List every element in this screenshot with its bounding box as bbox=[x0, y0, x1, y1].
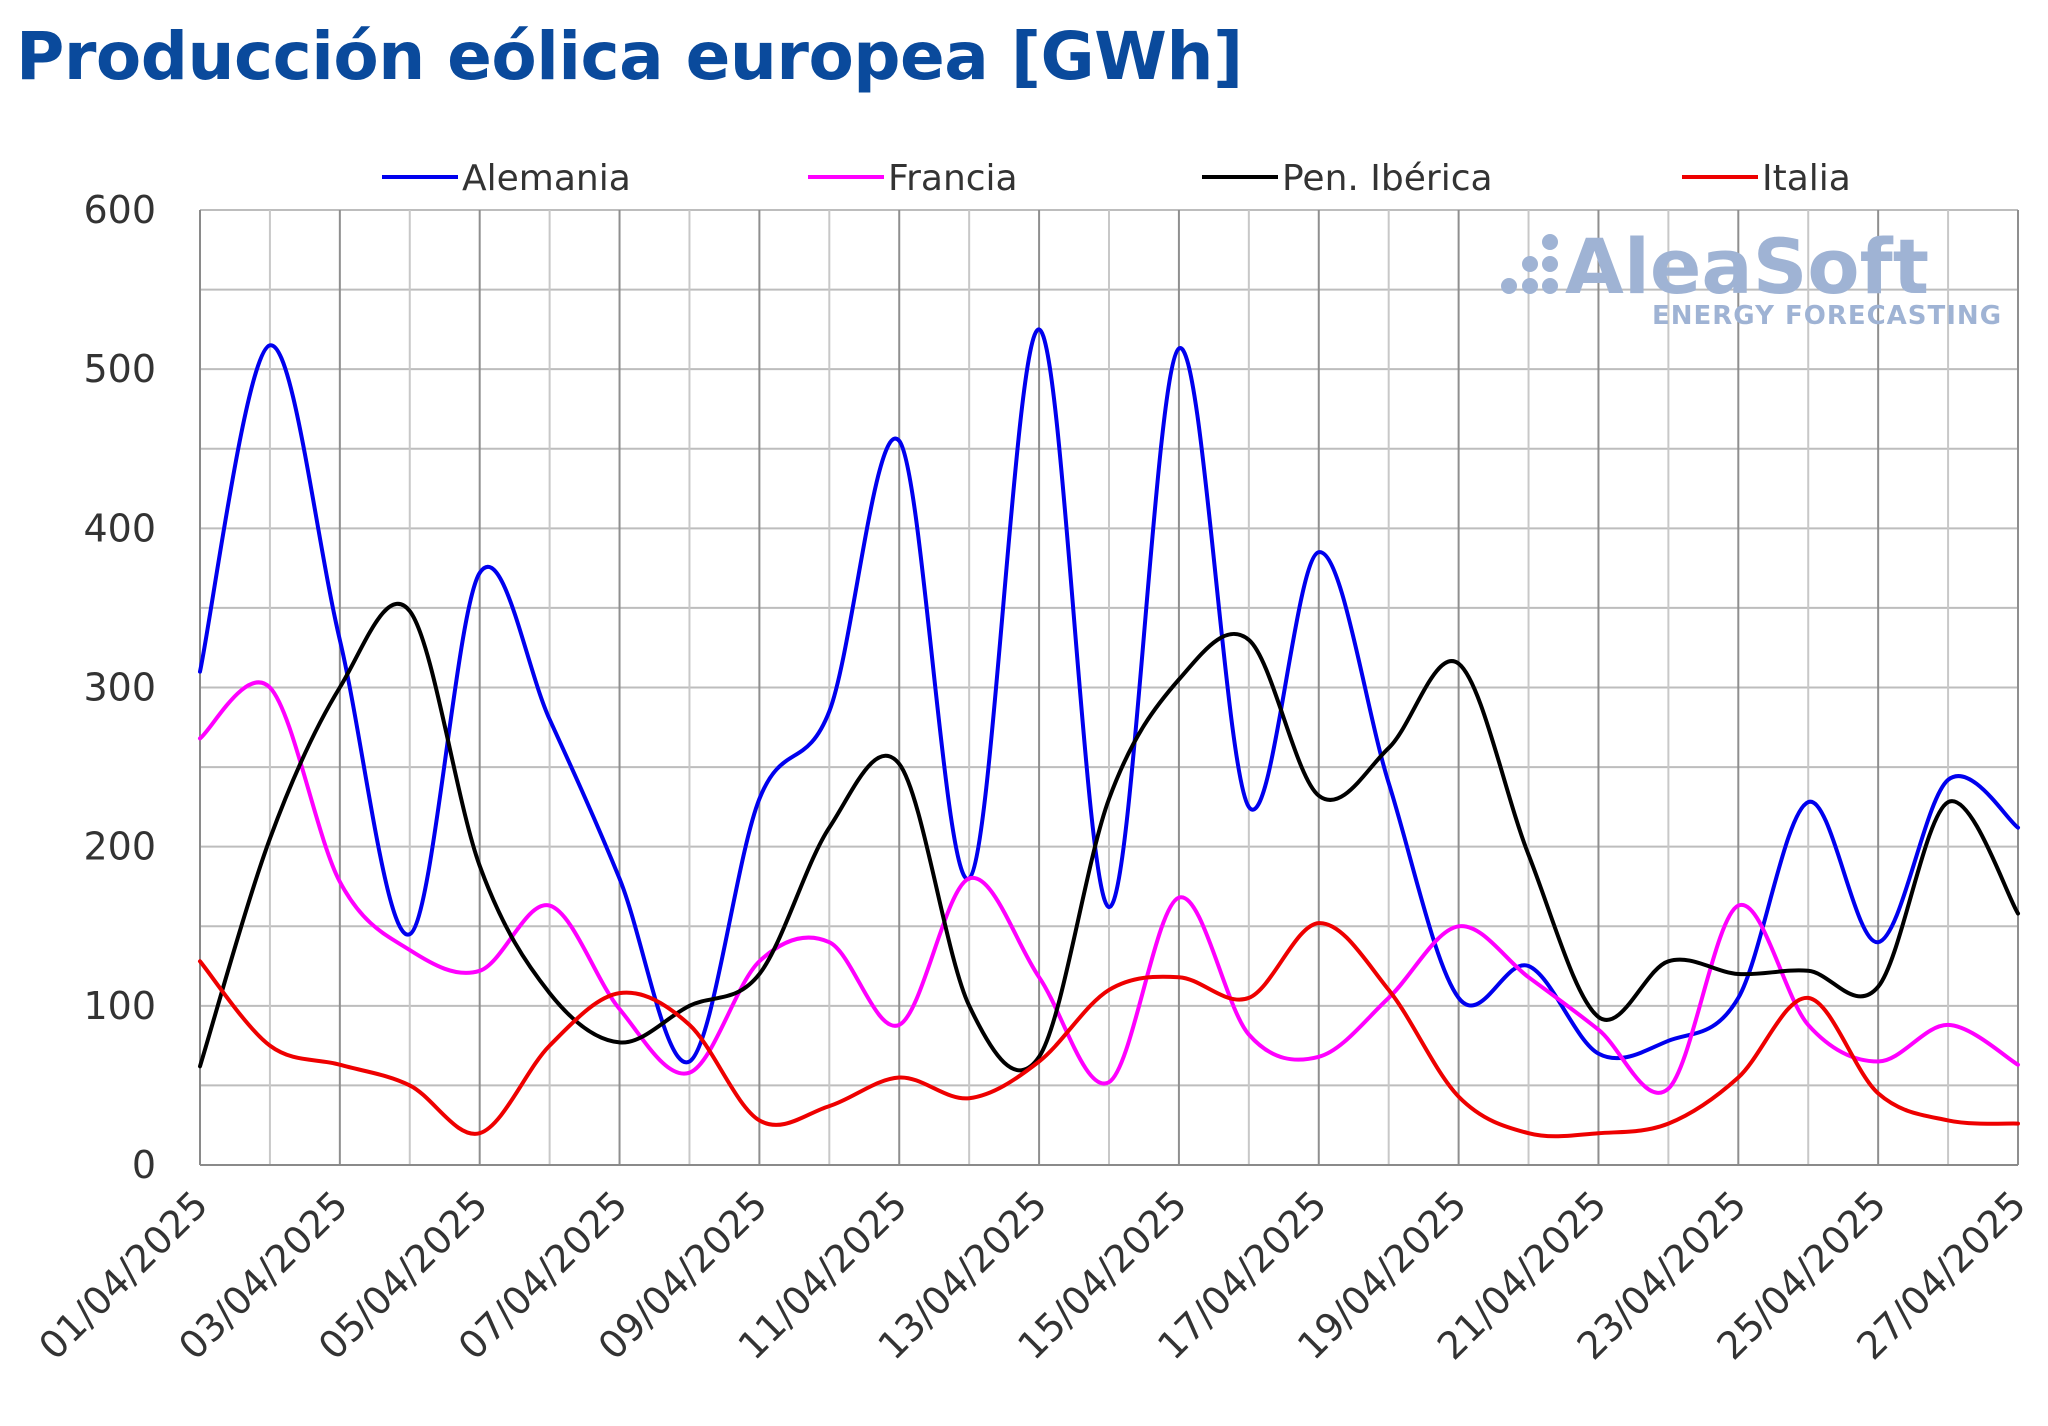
logo-dot bbox=[1522, 256, 1538, 272]
y-tick-label: 400 bbox=[83, 506, 156, 550]
logo-dot bbox=[1542, 278, 1558, 294]
grid bbox=[199, 209, 2019, 1165]
chart-title: Producción eólica europea [GWh] bbox=[16, 18, 1243, 95]
watermark-logo: AleaSoft ENERGY FORECASTING bbox=[1501, 222, 2002, 331]
logo-dot bbox=[1501, 278, 1517, 294]
y-tick-label: 300 bbox=[83, 666, 156, 710]
logo-dot bbox=[1542, 234, 1558, 250]
series-line-alemania bbox=[198, 327, 2020, 1065]
legend-label: Alemania bbox=[462, 158, 631, 199]
legend: Alemania Francia Pen. Ibérica Italia bbox=[382, 158, 1851, 199]
legend-label: Francia bbox=[888, 158, 1018, 199]
y-tick-label: 100 bbox=[83, 984, 156, 1028]
series-line-pen-iberica bbox=[198, 601, 2020, 1073]
legend-item: Francia bbox=[808, 158, 1018, 199]
y-tick-label: 600 bbox=[83, 188, 156, 232]
y-tick-label: 200 bbox=[83, 825, 156, 869]
watermark-tagline: ENERGY FORECASTING bbox=[1652, 301, 2002, 331]
logo-dot bbox=[1522, 278, 1538, 294]
legend-item: Pen. Ibérica bbox=[1202, 158, 1493, 199]
legend-label: Pen. Ibérica bbox=[1282, 158, 1493, 199]
y-tick-label: 500 bbox=[83, 347, 156, 391]
series-line-francia bbox=[198, 680, 2020, 1095]
legend-label: Italia bbox=[1762, 158, 1851, 199]
legend-item: Italia bbox=[1682, 158, 1851, 199]
series-line-italia bbox=[198, 921, 2020, 1139]
logo-dot bbox=[1542, 256, 1558, 272]
y-tick-label: 0 bbox=[132, 1143, 156, 1187]
series-lines bbox=[198, 327, 2020, 1139]
axes: 010020030040050060001/04/202503/04/20250… bbox=[30, 188, 2034, 1368]
watermark-name: AleaSoft bbox=[1565, 222, 1929, 311]
legend-item: Alemania bbox=[382, 158, 631, 199]
